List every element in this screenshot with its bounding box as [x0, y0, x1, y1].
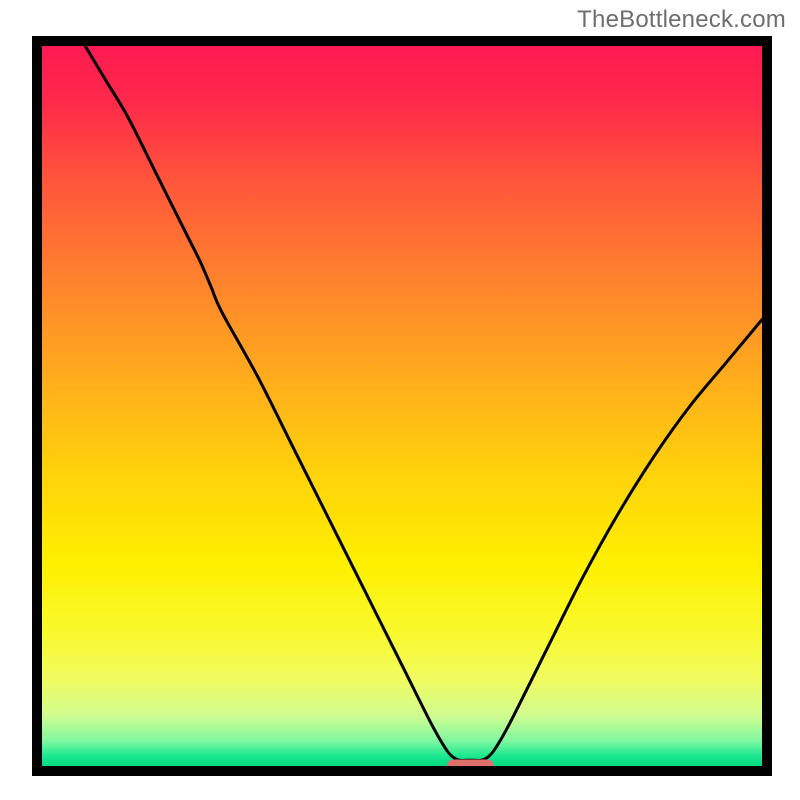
chart-container: TheBottleneck.com: [0, 0, 800, 800]
watermark-text: TheBottleneck.com: [577, 6, 786, 34]
bottleneck-curve-chart: [32, 36, 772, 776]
plot-frame: [32, 36, 772, 776]
gradient-background: [42, 46, 762, 766]
